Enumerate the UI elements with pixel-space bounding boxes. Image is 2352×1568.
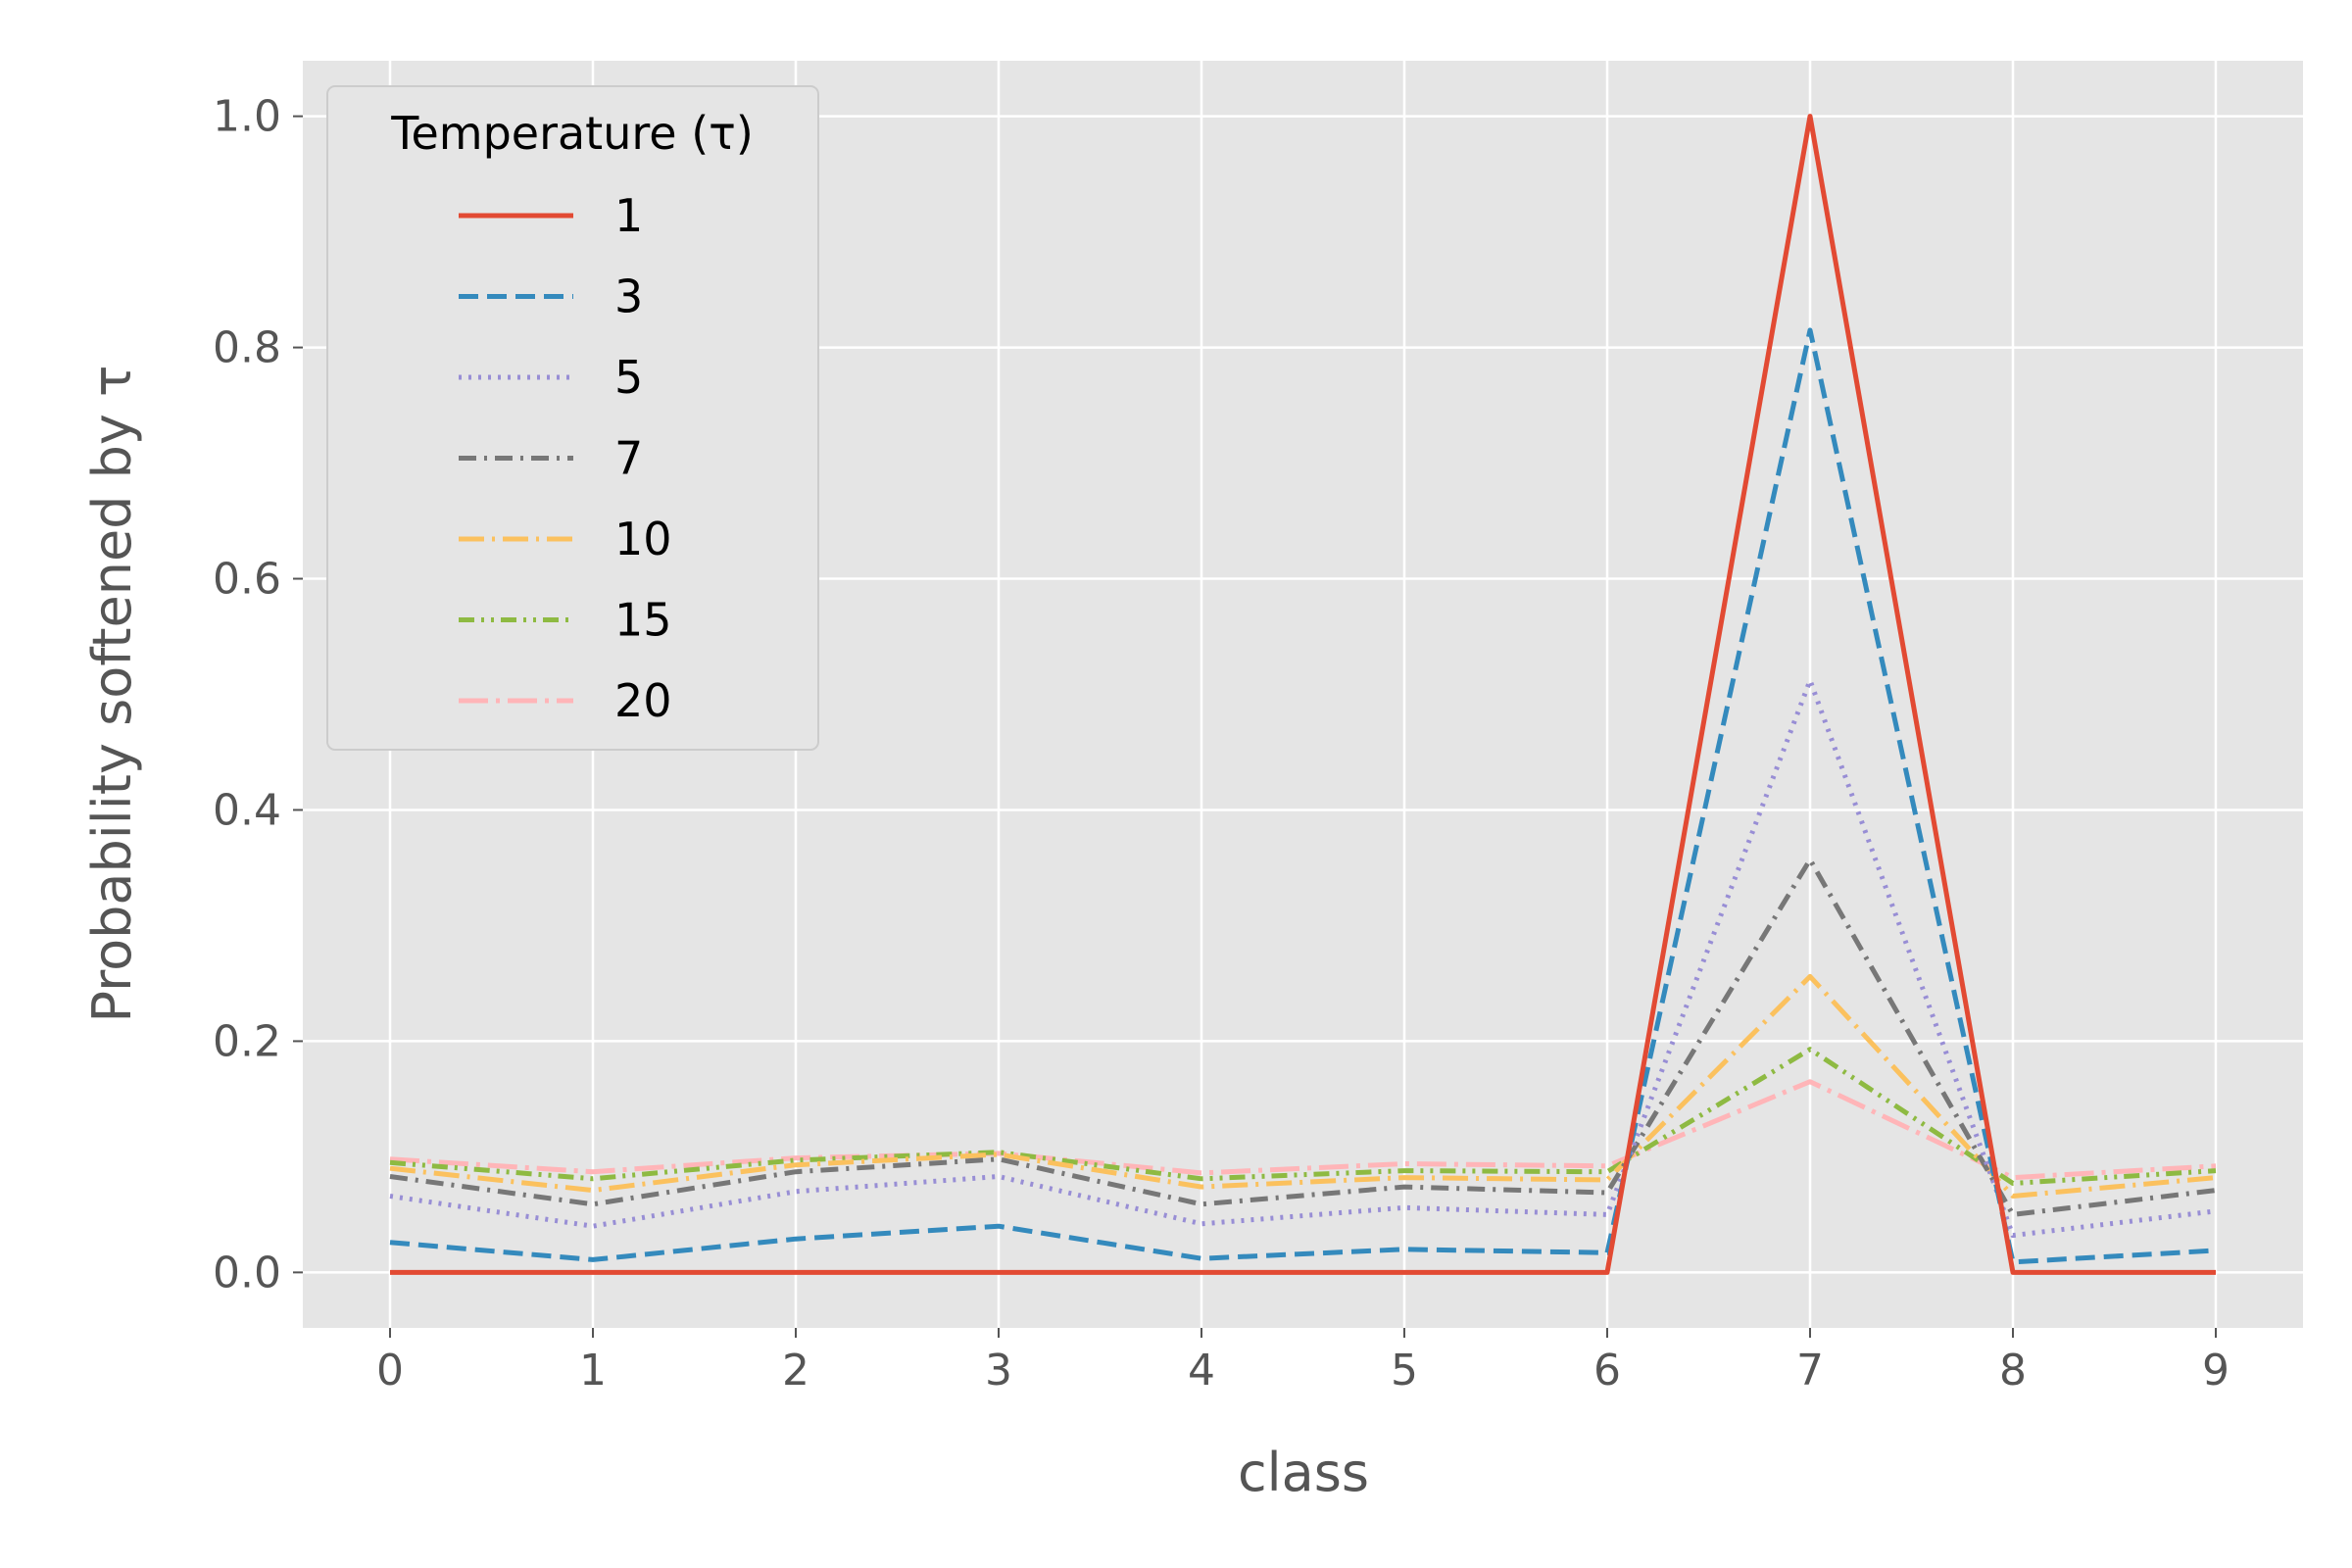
y-tick-label: 0.0: [213, 1248, 281, 1298]
series-line-tau-15: [389, 1047, 2217, 1186]
x-tick-label: 9: [2202, 1346, 2230, 1396]
legend-title: Temperature (τ): [390, 107, 754, 160]
x-tick-label: 7: [1796, 1346, 1824, 1396]
legend-label-tau-20: 20: [614, 674, 672, 727]
y-tick-label: 1.0: [213, 92, 281, 142]
x-tick-label: 6: [1593, 1346, 1621, 1396]
series-line-tau-3: [389, 327, 2217, 1265]
legend-box: [326, 85, 819, 751]
series-line-tau-1: [390, 114, 2216, 1275]
legend-label-tau-10: 10: [614, 513, 672, 565]
x-tick-label: 1: [579, 1346, 607, 1396]
y-axis-label: Probability softened by τ: [81, 365, 143, 1022]
legend-label-tau-5: 5: [614, 351, 643, 404]
x-axis-label: class: [1238, 1442, 1369, 1503]
series-lines: [389, 114, 2217, 1275]
legend: Temperature (τ) 1 3 5 7 10 15 20: [326, 85, 819, 751]
y-tick-label: 0.4: [213, 785, 281, 835]
x-tick-label: 5: [1391, 1346, 1418, 1396]
legend-label-tau-1: 1: [614, 189, 643, 242]
x-tick-label: 8: [1999, 1346, 2027, 1396]
x-ticks: 0 1 2 3 4 5 6 7 8 9: [376, 1328, 2230, 1396]
legend-label-tau-3: 3: [614, 270, 643, 323]
x-tick-label: 4: [1188, 1346, 1215, 1396]
series-line-tau-20: [389, 1079, 2217, 1181]
x-tick-label: 2: [782, 1346, 809, 1396]
series-line-tau-7: [389, 857, 2217, 1217]
legend-label-tau-7: 7: [614, 432, 643, 485]
y-ticks: 0.0 0.2 0.4 0.6 0.8 1.0: [213, 92, 303, 1298]
legend-entries: 1 3 5 7 10 15 20: [459, 189, 672, 727]
y-tick-label: 0.2: [213, 1016, 281, 1066]
y-tick-label: 0.6: [213, 555, 281, 605]
x-tick-label: 0: [376, 1346, 404, 1396]
legend-label-tau-15: 15: [614, 594, 672, 647]
x-tick-label: 3: [985, 1346, 1012, 1396]
y-tick-label: 0.8: [213, 323, 281, 373]
